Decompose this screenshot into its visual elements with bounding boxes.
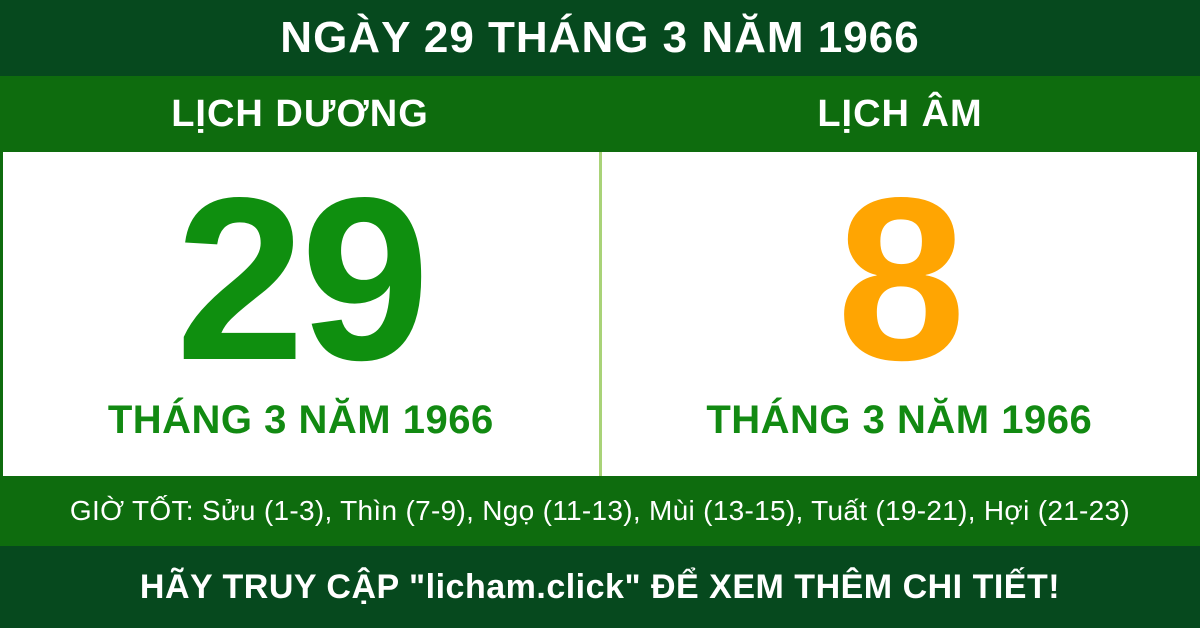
header-bar: NGÀY 29 THÁNG 3 NĂM 1966 [0, 0, 1200, 76]
lunar-calendar-label: LỊCH ÂM [817, 92, 983, 135]
calendar-labels-row: LỊCH DƯƠNG LỊCH ÂM [0, 76, 1200, 152]
lunar-month-year: THÁNG 3 NĂM 1966 [706, 397, 1093, 442]
solar-panel: 29 THÁNG 3 NĂM 1966 [3, 152, 599, 476]
lunar-day-number: 8 [836, 150, 966, 410]
solar-month-year: THÁNG 3 NĂM 1966 [107, 397, 494, 442]
solar-day-number: 29 [175, 150, 430, 410]
page-title: NGÀY 29 THÁNG 3 NĂM 1966 [280, 13, 920, 62]
footer-text: HÃY TRUY CẬP "licham.click" ĐỂ XEM THÊM … [139, 567, 1061, 606]
solar-calendar-label: LỊCH DƯƠNG [171, 92, 429, 135]
good-hours-text: GIỜ TỐT: Sửu (1-3), Thìn (7-9), Ngọ (11-… [69, 495, 1131, 526]
footer-bar: HÃY TRUY CẬP "licham.click" ĐỂ XEM THÊM … [0, 546, 1200, 628]
good-hours-bar: GIỜ TỐT: Sửu (1-3), Thìn (7-9), Ngọ (11-… [0, 476, 1200, 546]
panel-divider [598, 152, 602, 476]
calendar-panels: 29 THÁNG 3 NĂM 1966 8 THÁNG 3 NĂM 1966 [0, 152, 1200, 476]
lunar-panel: 8 THÁNG 3 NĂM 1966 [601, 150, 1197, 476]
